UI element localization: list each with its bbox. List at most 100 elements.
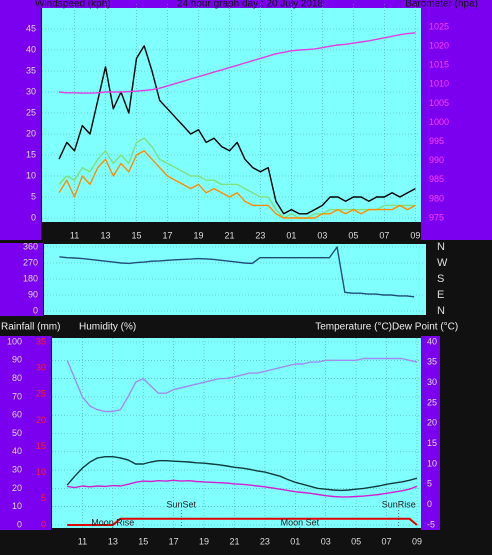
series-line xyxy=(58,137,416,219)
y2-tick-label: -5 xyxy=(427,519,435,529)
y2-tick-label: 25 xyxy=(427,397,437,407)
y-tick-label: 30 xyxy=(26,86,36,96)
y2-tick-label: 980 xyxy=(429,193,444,203)
left-band xyxy=(0,0,41,240)
chart-title: 24 hour graph day : 20 July 2018 xyxy=(177,0,324,10)
y-tick-label: 40 xyxy=(26,44,36,54)
y2-tick-label: 35 xyxy=(427,357,437,367)
y2-tick-label: N xyxy=(437,305,445,317)
x-tick-label: 21 xyxy=(229,536,239,546)
series-line xyxy=(58,32,416,94)
y-tick-label: 25 xyxy=(26,107,36,117)
y2-tick-label: 995 xyxy=(429,136,444,146)
y-tick-label: 50 xyxy=(12,428,22,438)
x-tick-label: 15 xyxy=(131,230,141,240)
plot-area xyxy=(44,244,426,315)
y2-tick-label: 5 xyxy=(427,479,432,489)
series-line xyxy=(67,517,418,526)
x-tick-label: 05 xyxy=(351,536,361,546)
y2-tick-label: 1005 xyxy=(429,98,449,108)
x-tick-label: 11 xyxy=(70,230,79,240)
y-tick-label: 100 xyxy=(7,336,22,346)
header-band xyxy=(0,0,492,8)
y-axis-title: Humidity (%) xyxy=(79,322,136,333)
series-line xyxy=(59,246,415,298)
series-line xyxy=(58,150,416,219)
rain-tick-label: 30 xyxy=(36,363,46,373)
x-tick-label: 23 xyxy=(255,230,265,240)
y2-tick-label: 0 xyxy=(427,499,432,509)
y2-axis-title: Temperature (°C) xyxy=(315,322,392,333)
y-tick-label: 270 xyxy=(23,257,38,267)
y2-tick-label: 990 xyxy=(429,155,444,165)
y-tick-label: 0 xyxy=(17,519,22,529)
x-tick-label: 09 xyxy=(410,230,420,240)
y-tick-label: 35 xyxy=(26,65,36,75)
x-tick-label: 01 xyxy=(286,230,296,240)
x-tick-label: 17 xyxy=(162,230,172,240)
y2-tick-label: 1025 xyxy=(429,21,449,31)
x-tick-label: 07 xyxy=(382,536,392,546)
y2-axis-title: Barometer (hpa) xyxy=(405,0,478,10)
rain-tick-label: 20 xyxy=(36,415,46,425)
rain-tick-label: 0 xyxy=(41,519,46,529)
rain-tick-label: 5 xyxy=(41,493,46,503)
y-tick-label: 15 xyxy=(26,149,36,159)
y-tick-label: 10 xyxy=(12,501,22,511)
series-line xyxy=(58,45,416,215)
x-tick-label: 01 xyxy=(290,536,300,546)
y2-tick-label: 20 xyxy=(427,418,437,428)
rain-tick-label: 15 xyxy=(36,441,46,451)
series-line xyxy=(66,357,418,413)
y-tick-label: 40 xyxy=(12,446,22,456)
x-tick-label: 19 xyxy=(199,536,209,546)
y-tick-label: 20 xyxy=(26,128,36,138)
x-tick-label: 13 xyxy=(108,536,118,546)
annotation: SunRise xyxy=(382,499,416,509)
y2-tick-label: 15 xyxy=(427,438,437,448)
x-tick-label: 11 xyxy=(78,536,87,546)
y2-tick-label: 1010 xyxy=(429,79,449,89)
x-tick-label: 05 xyxy=(348,230,358,240)
x-tick-label: 17 xyxy=(169,536,179,546)
rain-tick-label: 10 xyxy=(36,467,46,477)
annotation: Moon Set xyxy=(281,517,320,527)
y-tick-label: 10 xyxy=(26,170,36,180)
y2-tick-label: 985 xyxy=(429,174,444,184)
x-tick-label: 15 xyxy=(138,536,148,546)
series-line xyxy=(66,456,418,492)
annotation: SunSet xyxy=(166,499,196,509)
y-tick-label: 360 xyxy=(23,241,38,251)
y3-axis-title: Dew Point (°C) xyxy=(392,322,458,333)
y-tick-label: 30 xyxy=(12,464,22,474)
x-tick-label: 19 xyxy=(193,230,203,240)
y2-tick-label: 1015 xyxy=(429,60,449,70)
y-tick-label: 70 xyxy=(12,391,22,401)
y-tick-label: 0 xyxy=(33,305,38,315)
y2-tick-label: 1020 xyxy=(429,41,449,51)
y2-tick-label: E xyxy=(437,289,444,301)
y2-tick-label: 975 xyxy=(429,212,444,222)
x-tick-label: 23 xyxy=(260,536,270,546)
y-tick-label: 20 xyxy=(12,483,22,493)
y2-tick-label: 10 xyxy=(427,458,437,468)
y-tick-label: 180 xyxy=(23,273,38,283)
rain-tick-label: 25 xyxy=(36,389,46,399)
x-tick-label: 03 xyxy=(321,536,331,546)
y-tick-label: 60 xyxy=(12,410,22,420)
y-tick-label: 90 xyxy=(28,289,38,299)
left-band xyxy=(0,243,43,316)
plot-area xyxy=(42,8,421,222)
y2-tick-label: S xyxy=(437,273,444,285)
x-tick-label: 03 xyxy=(317,230,327,240)
y-tick-label: 5 xyxy=(31,191,36,201)
right-band xyxy=(421,0,492,240)
x-tick-label: 09 xyxy=(412,536,422,546)
left-band xyxy=(0,336,51,530)
x-tick-label: 13 xyxy=(101,230,111,240)
y2-tick-label: 1000 xyxy=(429,117,449,127)
y2-tick-label: 30 xyxy=(427,377,437,387)
y2-tick-label: W xyxy=(437,257,448,269)
y-tick-label: 80 xyxy=(12,373,22,383)
